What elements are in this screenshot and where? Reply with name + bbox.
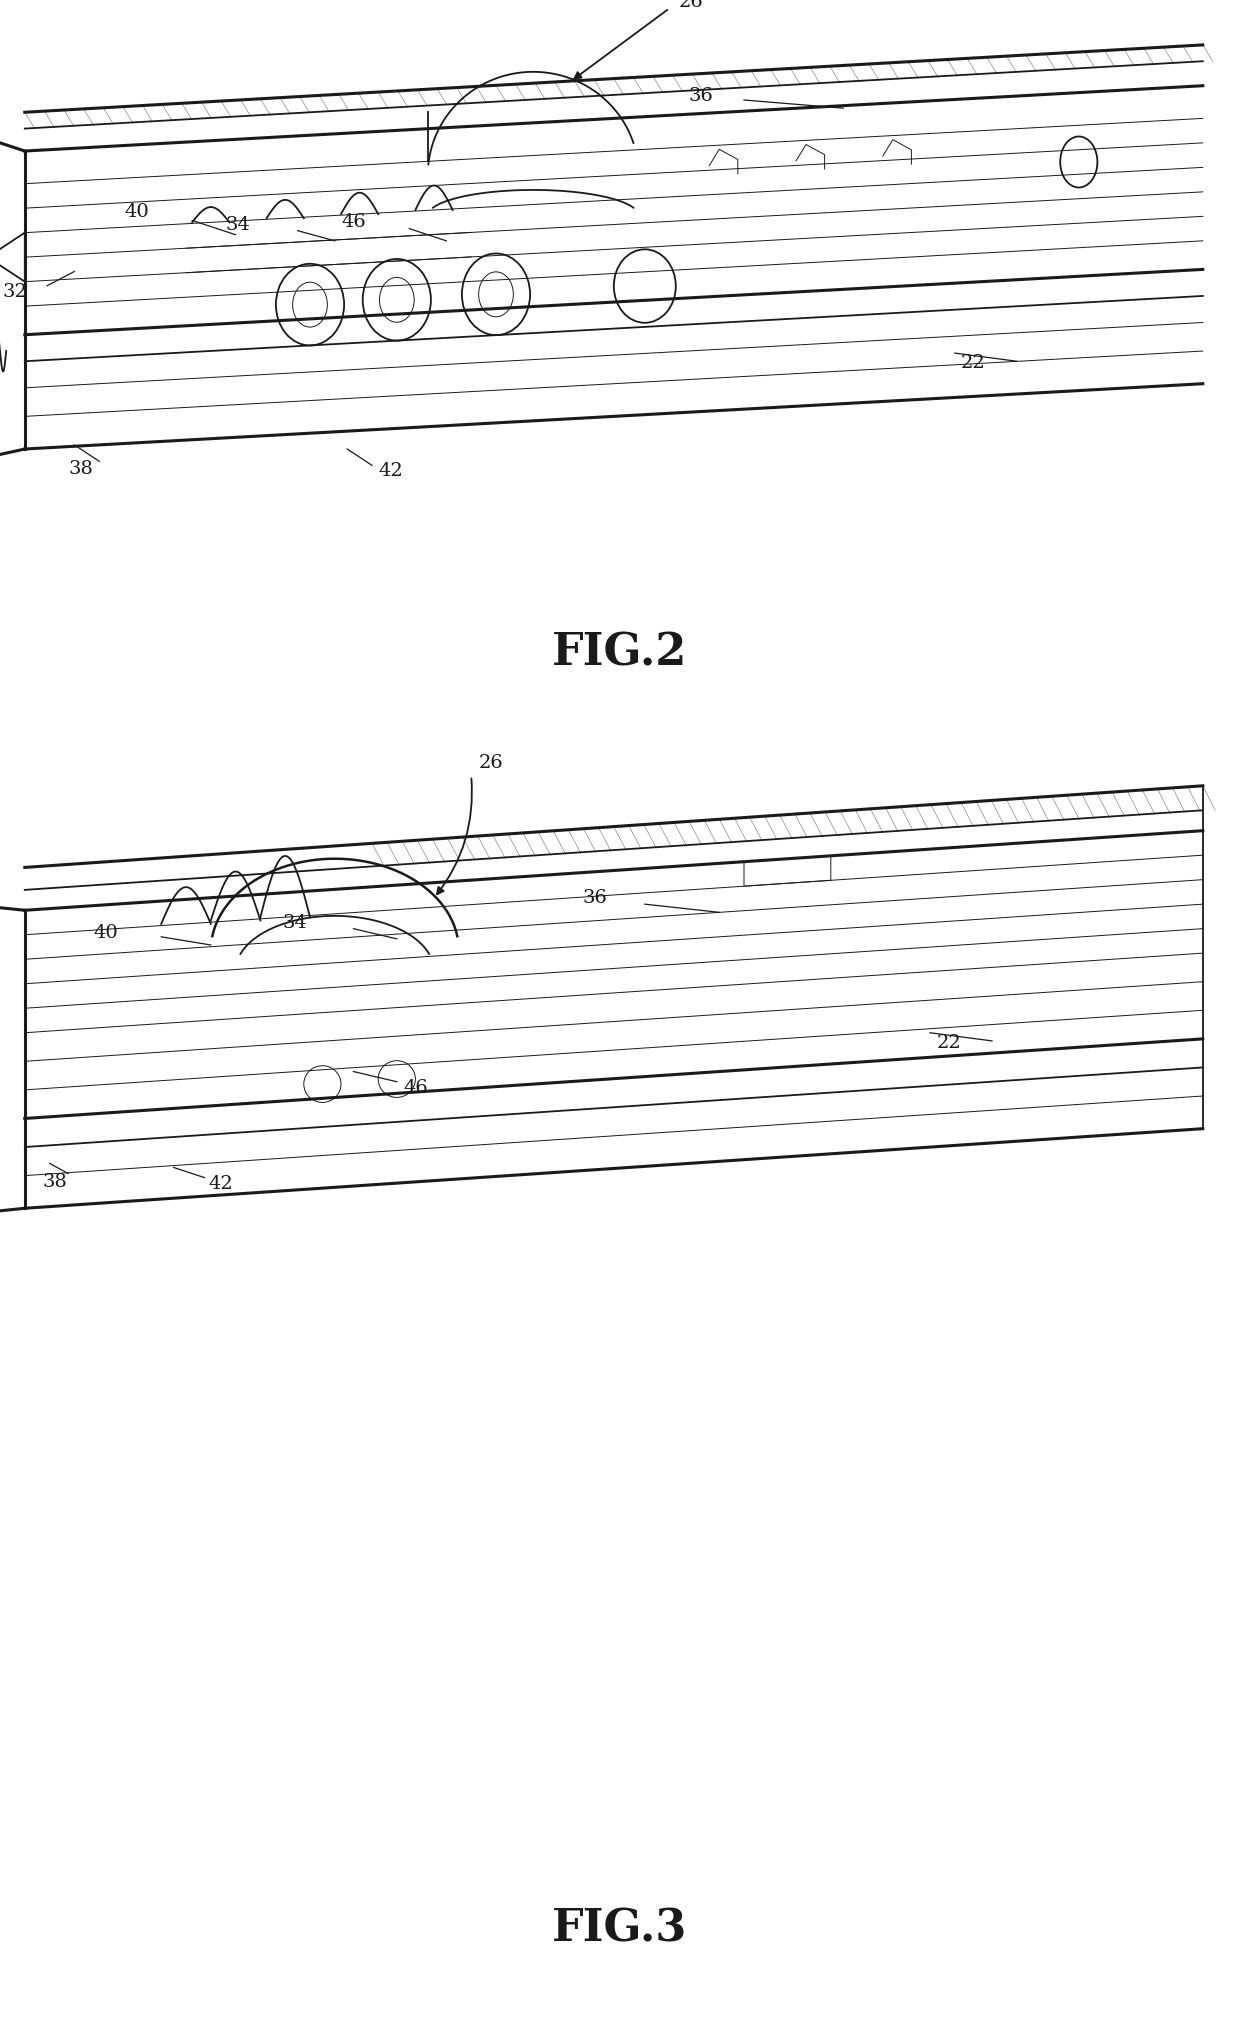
Text: 32: 32 [2,284,27,300]
Text: 38: 38 [68,461,93,478]
Text: 34: 34 [283,914,308,931]
Text: 22: 22 [961,355,986,371]
Text: 40: 40 [93,925,118,941]
Text: 42: 42 [378,463,403,480]
Text: 38: 38 [42,1174,67,1190]
Text: 34: 34 [226,216,250,233]
Text: 22: 22 [936,1035,961,1051]
Text: 36: 36 [688,88,713,104]
Text: 46: 46 [403,1080,428,1096]
Text: 26: 26 [479,755,503,771]
Text: 26: 26 [678,0,703,10]
Text: 46: 46 [341,214,366,231]
Text: 36: 36 [583,890,608,906]
Text: FIG.3: FIG.3 [552,1906,688,1951]
Text: 42: 42 [208,1176,233,1192]
Text: FIG.2: FIG.2 [552,631,688,676]
Text: 40: 40 [124,204,149,220]
